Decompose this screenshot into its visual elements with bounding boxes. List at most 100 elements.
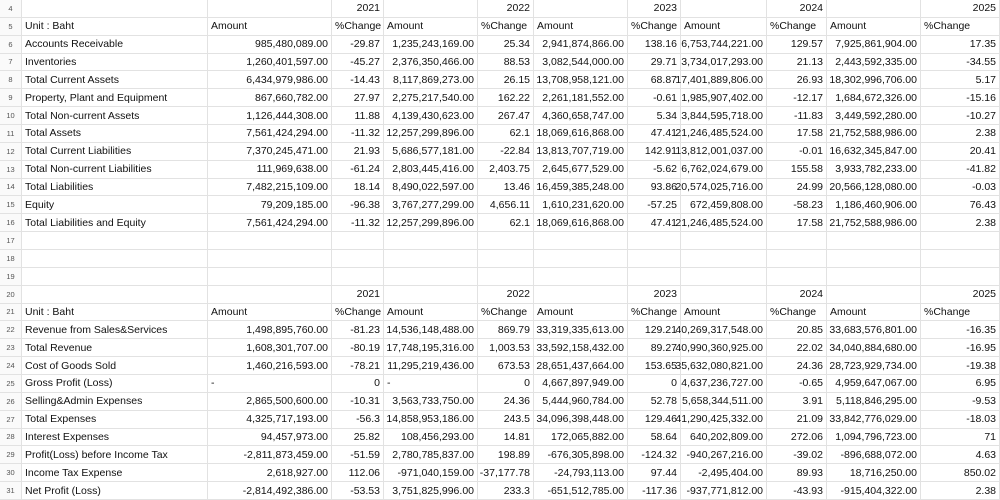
value-cell: 2,645,677,529.00 [534,160,628,179]
value-cell: 58.64 [628,428,681,447]
column-header: %Change [628,303,681,322]
value-cell: 2.38 [921,482,1000,500]
value-cell: -937,771,812.00 [681,482,767,500]
grid-cell [332,232,384,250]
value-cell: -56.3 [332,410,384,429]
row-label: Interest Expenses [22,428,208,447]
grid-cell [478,267,534,286]
value-cell: 71 [921,428,1000,447]
value-cell: 20,566,128,080.00 [827,178,921,197]
value-cell: 17,748,195,316.00 [384,339,478,358]
value-cell: 21.13 [767,53,827,72]
value-cell: 17.58 [767,214,827,233]
row-label: Total Liabilities [22,178,208,197]
value-cell: -11.32 [332,214,384,233]
value-cell: -0.03 [921,178,1000,197]
value-cell: 94,457,973.00 [208,428,332,447]
value-cell: 673.53 [478,357,534,375]
row-number: 21 [0,303,22,322]
value-cell: -915,404,322.00 [827,482,921,500]
row-number: 22 [0,321,22,340]
value-cell: 850.02 [921,464,1000,483]
row-label: Total Expenses [22,410,208,429]
row-number: 27 [0,410,22,429]
grid-cell [827,267,921,286]
grid-cell [628,232,681,250]
value-cell: 20,574,025,716.00 [675,178,767,197]
year-header: 2023 [628,285,681,304]
value-cell: 76.43 [921,196,1000,215]
row-number: 18 [0,250,22,268]
year-header: 2025 [921,0,1000,18]
value-cell: - [208,375,332,393]
value-cell: 129.46 [628,410,681,429]
grid-cell [22,250,208,268]
column-header: Amount [827,303,921,322]
value-cell: 1,094,796,723.00 [827,428,921,447]
grid-cell [921,267,1000,286]
grid-cell [478,232,534,250]
value-cell: -676,305,898.00 [534,446,628,465]
value-cell: -10.27 [921,107,1000,125]
value-cell: 21,246,485,524.00 [675,214,767,233]
value-cell: 5,658,344,511.00 [681,392,767,411]
value-cell: 93.86 [628,178,681,197]
value-cell: 26.15 [478,71,534,90]
value-cell: 1,684,672,326.00 [827,89,921,108]
column-header: %Change [921,17,1000,36]
value-cell: -39.02 [767,446,827,465]
grid-cell [208,0,332,18]
column-header: Amount [384,17,478,36]
row-number: 26 [0,392,22,411]
value-cell: 3,449,592,280.00 [827,107,921,125]
value-cell: 88.53 [478,53,534,72]
value-cell: 5,444,960,784.00 [534,392,628,411]
value-cell: 11,295,219,436.00 [384,357,478,375]
value-cell: 7,370,245,471.00 [208,142,332,161]
grid-cell [384,232,478,250]
row-number: 16 [0,214,22,233]
row-label: Income Tax Expense [22,464,208,483]
row-number: 31 [0,482,22,500]
value-cell: 1,610,231,620.00 [534,196,628,215]
grid-cell [628,267,681,286]
grid-cell [921,250,1000,268]
value-cell: 17.35 [921,35,1000,54]
value-cell: -19.38 [921,357,1000,375]
value-cell: -0.61 [628,89,681,108]
value-cell: 3,844,595,718.00 [681,107,767,125]
row-number: 29 [0,446,22,465]
row-number: 25 [0,375,22,393]
row-number: 15 [0,196,22,215]
value-cell: 1,003.53 [478,339,534,358]
value-cell: 40,269,317,548.00 [675,321,767,340]
value-cell: 4,325,717,193.00 [208,410,332,429]
value-cell: -0.01 [767,142,827,161]
value-cell: 3,734,017,293.00 [681,53,767,72]
grid-cell [22,285,208,304]
value-cell: 62.1 [478,125,534,143]
value-cell: 5,686,577,181.00 [384,142,478,161]
grid-cell [681,0,767,18]
value-cell: 1,126,444,308.00 [208,107,332,125]
value-cell: -45.27 [332,53,384,72]
value-cell: 14,858,953,186.00 [384,410,478,429]
value-cell: -80.19 [332,339,384,358]
value-cell: 3,767,277,299.00 [384,196,478,215]
unit-label: Unit : Baht [22,303,208,322]
value-cell: -37,177.78 [478,464,534,483]
value-cell: -14.43 [332,71,384,90]
grid-cell [22,232,208,250]
value-cell: 4.63 [921,446,1000,465]
value-cell: 198.89 [478,446,534,465]
value-cell: -2,495,404.00 [681,464,767,483]
value-cell: 108,456,293.00 [384,428,478,447]
grid-cell [22,0,208,18]
value-cell: -61.24 [332,160,384,179]
value-cell: 142.91 [628,142,681,161]
row-number: 13 [0,160,22,179]
row-number: 10 [0,107,22,125]
grid-cell [384,0,478,18]
row-number: 14 [0,178,22,197]
value-cell: -896,688,072.00 [827,446,921,465]
